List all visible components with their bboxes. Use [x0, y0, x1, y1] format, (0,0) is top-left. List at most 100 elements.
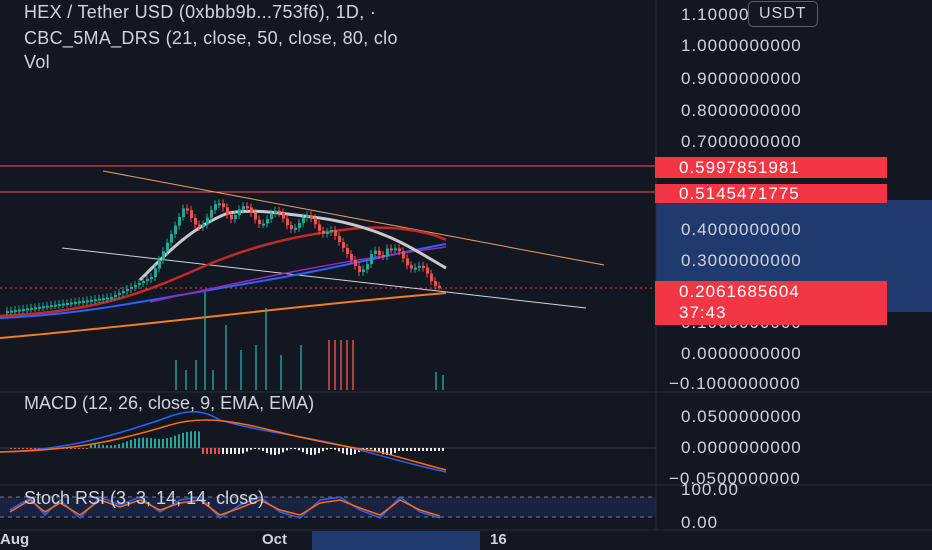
candle-body	[334, 230, 337, 236]
macd-histogram-bar	[70, 448, 72, 449]
candle-body	[370, 253, 373, 264]
candle-body	[302, 217, 305, 223]
candle-body	[246, 206, 249, 209]
trendline-upper[interactable]	[102, 170, 605, 266]
candle-body	[434, 281, 437, 286]
candle-body	[230, 214, 233, 220]
macd-histogram-bar	[114, 444, 116, 448]
candle-body	[154, 268, 157, 277]
macd-histogram-bar	[278, 448, 280, 455]
candle-body	[366, 263, 369, 270]
price-axis-label: 0.4000000000	[681, 220, 802, 239]
time-axis-label: 16	[490, 531, 507, 548]
time-axis-label: Aug	[0, 531, 30, 548]
candle-body	[422, 265, 425, 268]
macd-histogram-bar	[290, 448, 292, 450]
macd-legend[interactable]: MACD (12, 26, close, 9, EMA, EMA)	[24, 393, 315, 413]
candle-body	[46, 305, 49, 308]
macd-histogram-bar	[302, 448, 304, 453]
macd-histogram-bar	[366, 448, 368, 450]
macd-axis-label: 0.0500000000	[681, 407, 802, 426]
candle-body	[266, 219, 269, 224]
candle-body	[174, 225, 177, 235]
volume-bar	[225, 325, 227, 390]
candle-body	[358, 266, 361, 272]
candle-body	[30, 307, 33, 310]
candle-body	[378, 250, 381, 255]
macd-histogram-bar	[238, 448, 240, 454]
stoch-d-line	[9, 499, 441, 517]
candle-body	[194, 217, 197, 225]
volume-bar	[346, 340, 348, 390]
stoch-k-line	[9, 496, 441, 520]
candle-body	[438, 285, 441, 288]
symbol-legend[interactable]: HEX / Tether USD (0xbbb9b...753f6), 1D, …	[24, 2, 377, 22]
macd-histogram-bar	[334, 448, 336, 450]
candle-body	[406, 258, 409, 266]
price-axis-label: −0.1000000000	[669, 374, 801, 393]
stoch-rsi-legend[interactable]: Stoch RSI (3, 3, 14, 14, close)	[24, 488, 265, 508]
macd-histogram-bar	[250, 448, 252, 450]
volume-bar	[212, 370, 214, 390]
macd-histogram	[10, 431, 444, 455]
currency-button[interactable]: USDT	[748, 1, 818, 27]
stoch-axis-label: 100.00	[681, 480, 739, 499]
time-axis-label: Oct	[262, 531, 288, 548]
macd-histogram-bar	[126, 441, 128, 448]
candle-body	[390, 248, 393, 251]
volume-bar	[185, 370, 187, 390]
macd-histogram-bar	[442, 448, 444, 451]
macd-histogram-bar	[330, 448, 332, 450]
macd-histogram-bar	[322, 448, 324, 452]
macd-histogram-bar	[270, 448, 272, 455]
volume-bar	[300, 345, 302, 390]
candle-body	[74, 301, 77, 304]
price-tag-last[interactable]: 0.2061685604 37:43	[655, 281, 887, 325]
macd-histogram-bar	[214, 448, 216, 454]
candle-body	[430, 273, 433, 282]
macd-histogram-bar	[314, 448, 316, 455]
candle-body	[254, 212, 257, 220]
macd-histogram-bar	[106, 445, 108, 448]
candle-body	[210, 209, 213, 218]
volume-legend[interactable]: Vol	[24, 52, 50, 72]
macd-histogram-bar	[210, 448, 212, 454]
candle-body	[146, 279, 149, 281]
price-tag-resistance-low[interactable]: 0.5145471775	[655, 184, 887, 203]
macd-axis-label: −0.0500000000	[669, 469, 801, 488]
macd-histogram-bar	[10, 448, 12, 449]
candle-body	[362, 269, 365, 272]
candle-body	[286, 218, 289, 226]
trendline-lower[interactable]	[61, 247, 587, 309]
price-axis-label: 1.0000000000	[681, 36, 802, 55]
macd-histogram-bar	[98, 444, 100, 448]
volume-bar	[265, 308, 267, 390]
candle-body	[250, 207, 253, 213]
candle-body	[202, 224, 205, 227]
candle-body	[38, 306, 41, 309]
macd-histogram-bar	[430, 448, 432, 451]
candle-body	[306, 215, 309, 218]
macd-histogram-bar	[418, 448, 420, 451]
indicator-legend[interactable]: CBC_5MA_DRS (21, close, 50, close, 80, c…	[24, 28, 398, 48]
candle-body	[318, 224, 321, 231]
macd-histogram-bar	[190, 431, 192, 448]
macd-histogram-bar	[354, 448, 356, 454]
macd-histogram-bar	[386, 448, 388, 455]
candle-body	[18, 309, 21, 312]
macd-histogram-bar	[370, 448, 372, 450]
macd-histogram-bar	[242, 448, 244, 454]
macd-histogram-bar	[262, 448, 264, 452]
price-axis-label: 0.9000000000	[681, 69, 802, 88]
macd-histogram-bar	[166, 438, 168, 448]
candle-body	[262, 223, 265, 226]
volume-bar	[340, 340, 342, 390]
macd-histogram-bar	[258, 448, 260, 450]
price-tag-resistance-high[interactable]: 0.5997851981	[655, 157, 887, 178]
volume-bar	[255, 345, 257, 390]
candle-body	[382, 254, 385, 257]
volume-bar	[435, 372, 437, 390]
candle-body	[14, 310, 17, 313]
candle-body	[90, 299, 93, 302]
